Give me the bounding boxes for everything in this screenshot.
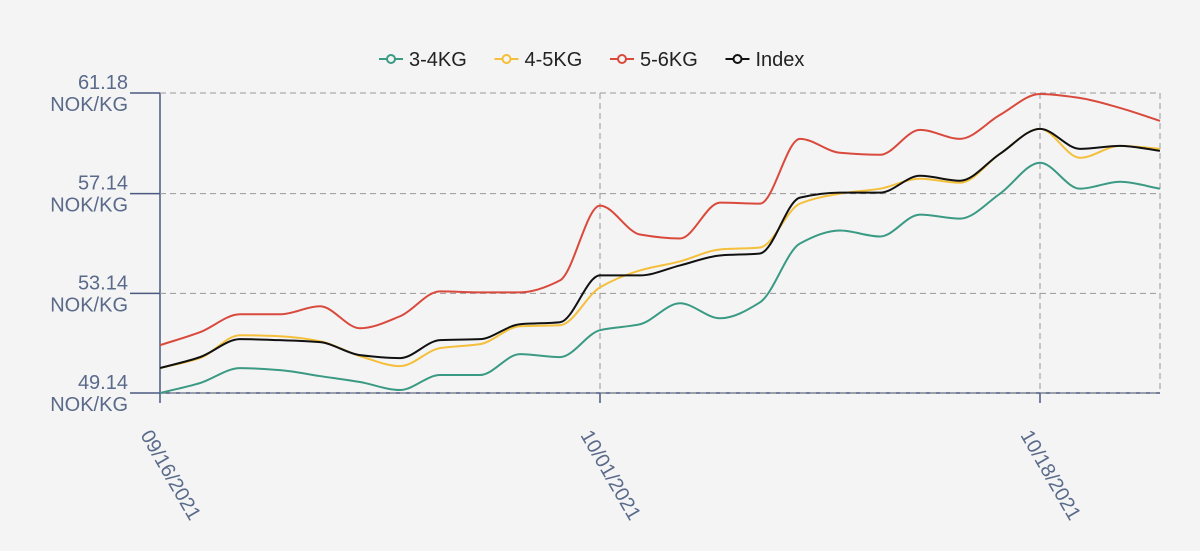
- grid: [130, 92, 1160, 403]
- legend-label: 5-6KG: [640, 49, 698, 71]
- legend-marker: [732, 54, 743, 64]
- y-tick-label: 49.14 NOK/KG: [50, 372, 128, 416]
- lines: [159, 92, 1161, 394]
- y-tick-label: 53.14 NOK/KG: [50, 272, 128, 316]
- legend-label: 4-5KG: [525, 49, 583, 71]
- legend-marker: [501, 54, 512, 64]
- legend: 3-4KG 4-5KG 5-6KG Index: [379, 49, 804, 71]
- legend-label: 3-4KG: [409, 49, 467, 71]
- series-line: [159, 161, 1161, 394]
- y-tick-label: 57.14 NOK/KG: [50, 173, 128, 217]
- legend-item: 5-6KG: [610, 49, 698, 71]
- legend-item: 4-5KG: [494, 49, 583, 71]
- legend-marker: [386, 54, 396, 64]
- y-tick-label: 61.18 NOK/KG: [50, 72, 128, 116]
- legend-label: Index: [756, 49, 805, 71]
- legend-marker: [617, 54, 627, 64]
- series-line: [159, 127, 1161, 370]
- series-line: [159, 92, 1161, 347]
- legend-item: Index: [725, 49, 805, 71]
- legend-item: 3-4KG: [379, 49, 467, 71]
